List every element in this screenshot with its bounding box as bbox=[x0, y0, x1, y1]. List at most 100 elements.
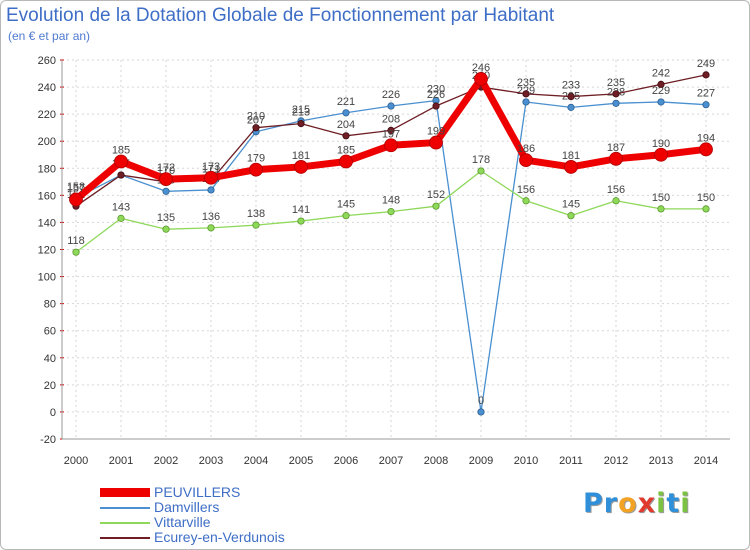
chart-subtitle: (en € et par an) bbox=[8, 29, 91, 43]
data-label-ecurey-en-verdunois: 208 bbox=[382, 113, 400, 125]
data-label-peuvillers: 172 bbox=[157, 162, 175, 174]
data-point-vittarville bbox=[117, 214, 125, 222]
data-point-damvillers bbox=[702, 101, 710, 109]
x-tick-label: 2005 bbox=[289, 455, 313, 467]
x-tick-label: 2014 bbox=[694, 455, 718, 467]
data-label-peuvillers: 199 bbox=[427, 126, 445, 138]
y-tick-label: 160 bbox=[38, 190, 56, 202]
y-tick-label: 220 bbox=[38, 109, 56, 121]
y-tick-label: 80 bbox=[44, 299, 56, 311]
data-point-ecurey-en-verdunois bbox=[657, 80, 665, 88]
logo-letter: i bbox=[680, 488, 691, 519]
y-tick-label: 240 bbox=[38, 82, 56, 94]
data-point-damvillers bbox=[612, 99, 620, 107]
data-label-peuvillers: 190 bbox=[652, 138, 670, 150]
data-label-vittarville: 150 bbox=[652, 192, 670, 204]
data-point-peuvillers bbox=[474, 72, 488, 86]
data-point-peuvillers bbox=[519, 153, 533, 168]
data-point-vittarville bbox=[387, 208, 395, 216]
data-label-ecurey-en-verdunois: 204 bbox=[337, 119, 355, 131]
y-tick-label: 40 bbox=[44, 353, 56, 365]
data-point-damvillers bbox=[387, 102, 395, 110]
data-point-peuvillers bbox=[294, 160, 308, 174]
data-label-peuvillers: 185 bbox=[112, 145, 130, 157]
logo-letter: x bbox=[637, 488, 657, 519]
data-label-peuvillers: 246 bbox=[472, 62, 490, 74]
data-label-vittarville: 156 bbox=[607, 184, 625, 196]
legend-swatch bbox=[100, 537, 150, 539]
data-point-vittarville bbox=[477, 167, 485, 175]
data-point-vittarville bbox=[162, 225, 170, 233]
data-point-peuvillers bbox=[69, 192, 83, 207]
proxiti-logo: Proxiti bbox=[583, 488, 691, 519]
data-point-ecurey-en-verdunois bbox=[702, 71, 710, 79]
data-label-vittarville: 136 bbox=[202, 211, 220, 223]
legend-label: Ecurey-en-Verdunois bbox=[154, 529, 285, 545]
data-point-peuvillers bbox=[114, 154, 128, 169]
data-label-ecurey-en-verdunois: 235 bbox=[607, 77, 625, 89]
x-tick-label: 2009 bbox=[469, 455, 493, 467]
data-point-damvillers bbox=[567, 103, 575, 111]
logo-letter: o bbox=[618, 488, 638, 519]
data-label-ecurey-en-verdunois: 249 bbox=[697, 58, 715, 70]
logo-letter: i bbox=[656, 488, 667, 519]
data-label-peuvillers: 157 bbox=[67, 182, 85, 194]
data-label-vittarville: 145 bbox=[562, 199, 580, 211]
data-point-vittarville bbox=[657, 205, 665, 213]
data-label-vittarville: 141 bbox=[292, 204, 310, 216]
legend-swatch bbox=[100, 507, 150, 509]
data-label-vittarville: 138 bbox=[247, 208, 265, 220]
data-point-peuvillers bbox=[249, 162, 263, 177]
data-label-vittarville: 135 bbox=[157, 212, 175, 224]
y-tick-label: 180 bbox=[38, 163, 56, 175]
data-point-vittarville bbox=[342, 212, 350, 220]
data-point-vittarville bbox=[432, 202, 440, 210]
data-point-peuvillers bbox=[204, 170, 218, 185]
data-label-damvillers: 226 bbox=[382, 89, 400, 101]
data-label-vittarville: 150 bbox=[697, 192, 715, 204]
data-point-vittarville bbox=[702, 205, 710, 213]
data-label-peuvillers: 173 bbox=[202, 161, 220, 173]
data-label-peuvillers: 197 bbox=[382, 128, 400, 140]
x-tick-label: 2011 bbox=[559, 455, 583, 467]
data-label-peuvillers: 186 bbox=[517, 143, 535, 155]
x-tick-label: 2002 bbox=[154, 455, 178, 467]
data-label-damvillers: 229 bbox=[652, 85, 670, 97]
data-point-damvillers bbox=[477, 408, 485, 416]
data-label-vittarville: 143 bbox=[112, 201, 130, 213]
data-point-peuvillers bbox=[654, 147, 668, 162]
x-tick-label: 2000 bbox=[64, 455, 88, 467]
data-label-damvillers: 227 bbox=[697, 88, 715, 100]
x-tick-label: 2008 bbox=[424, 455, 448, 467]
y-tick-label: 100 bbox=[38, 272, 56, 284]
data-point-peuvillers bbox=[609, 151, 623, 166]
data-label-damvillers: 230 bbox=[427, 84, 445, 96]
data-point-damvillers bbox=[162, 187, 170, 195]
data-point-vittarville bbox=[297, 217, 305, 225]
data-point-ecurey-en-verdunois bbox=[387, 126, 395, 134]
data-label-damvillers: 215 bbox=[292, 104, 310, 116]
data-label-vittarville: 152 bbox=[427, 189, 445, 201]
data-label-damvillers: 0 bbox=[478, 395, 484, 407]
data-label-ecurey-en-verdunois: 210 bbox=[247, 111, 265, 123]
data-label-vittarville: 118 bbox=[67, 235, 85, 247]
data-label-damvillers: 221 bbox=[337, 96, 355, 108]
data-point-peuvillers bbox=[384, 138, 398, 153]
y-tick-label: 20 bbox=[44, 380, 56, 392]
data-point-vittarville bbox=[207, 224, 215, 232]
data-point-ecurey-en-verdunois bbox=[342, 132, 350, 140]
data-point-damvillers bbox=[522, 98, 530, 106]
data-label-vittarville: 148 bbox=[382, 195, 400, 207]
data-point-vittarville bbox=[612, 197, 620, 205]
data-label-damvillers: 158 bbox=[67, 181, 85, 193]
x-tick-label: 2003 bbox=[199, 455, 223, 467]
data-point-ecurey-en-verdunois bbox=[252, 124, 260, 132]
data-label-vittarville: 156 bbox=[517, 184, 535, 196]
data-label-peuvillers: 187 bbox=[607, 142, 625, 154]
data-label-vittarville: 145 bbox=[337, 199, 355, 211]
y-tick-label: 60 bbox=[44, 326, 56, 338]
y-tick-label: 260 bbox=[38, 55, 56, 67]
legend-label: PEUVILLERS bbox=[154, 484, 241, 500]
data-label-peuvillers: 181 bbox=[292, 150, 310, 162]
